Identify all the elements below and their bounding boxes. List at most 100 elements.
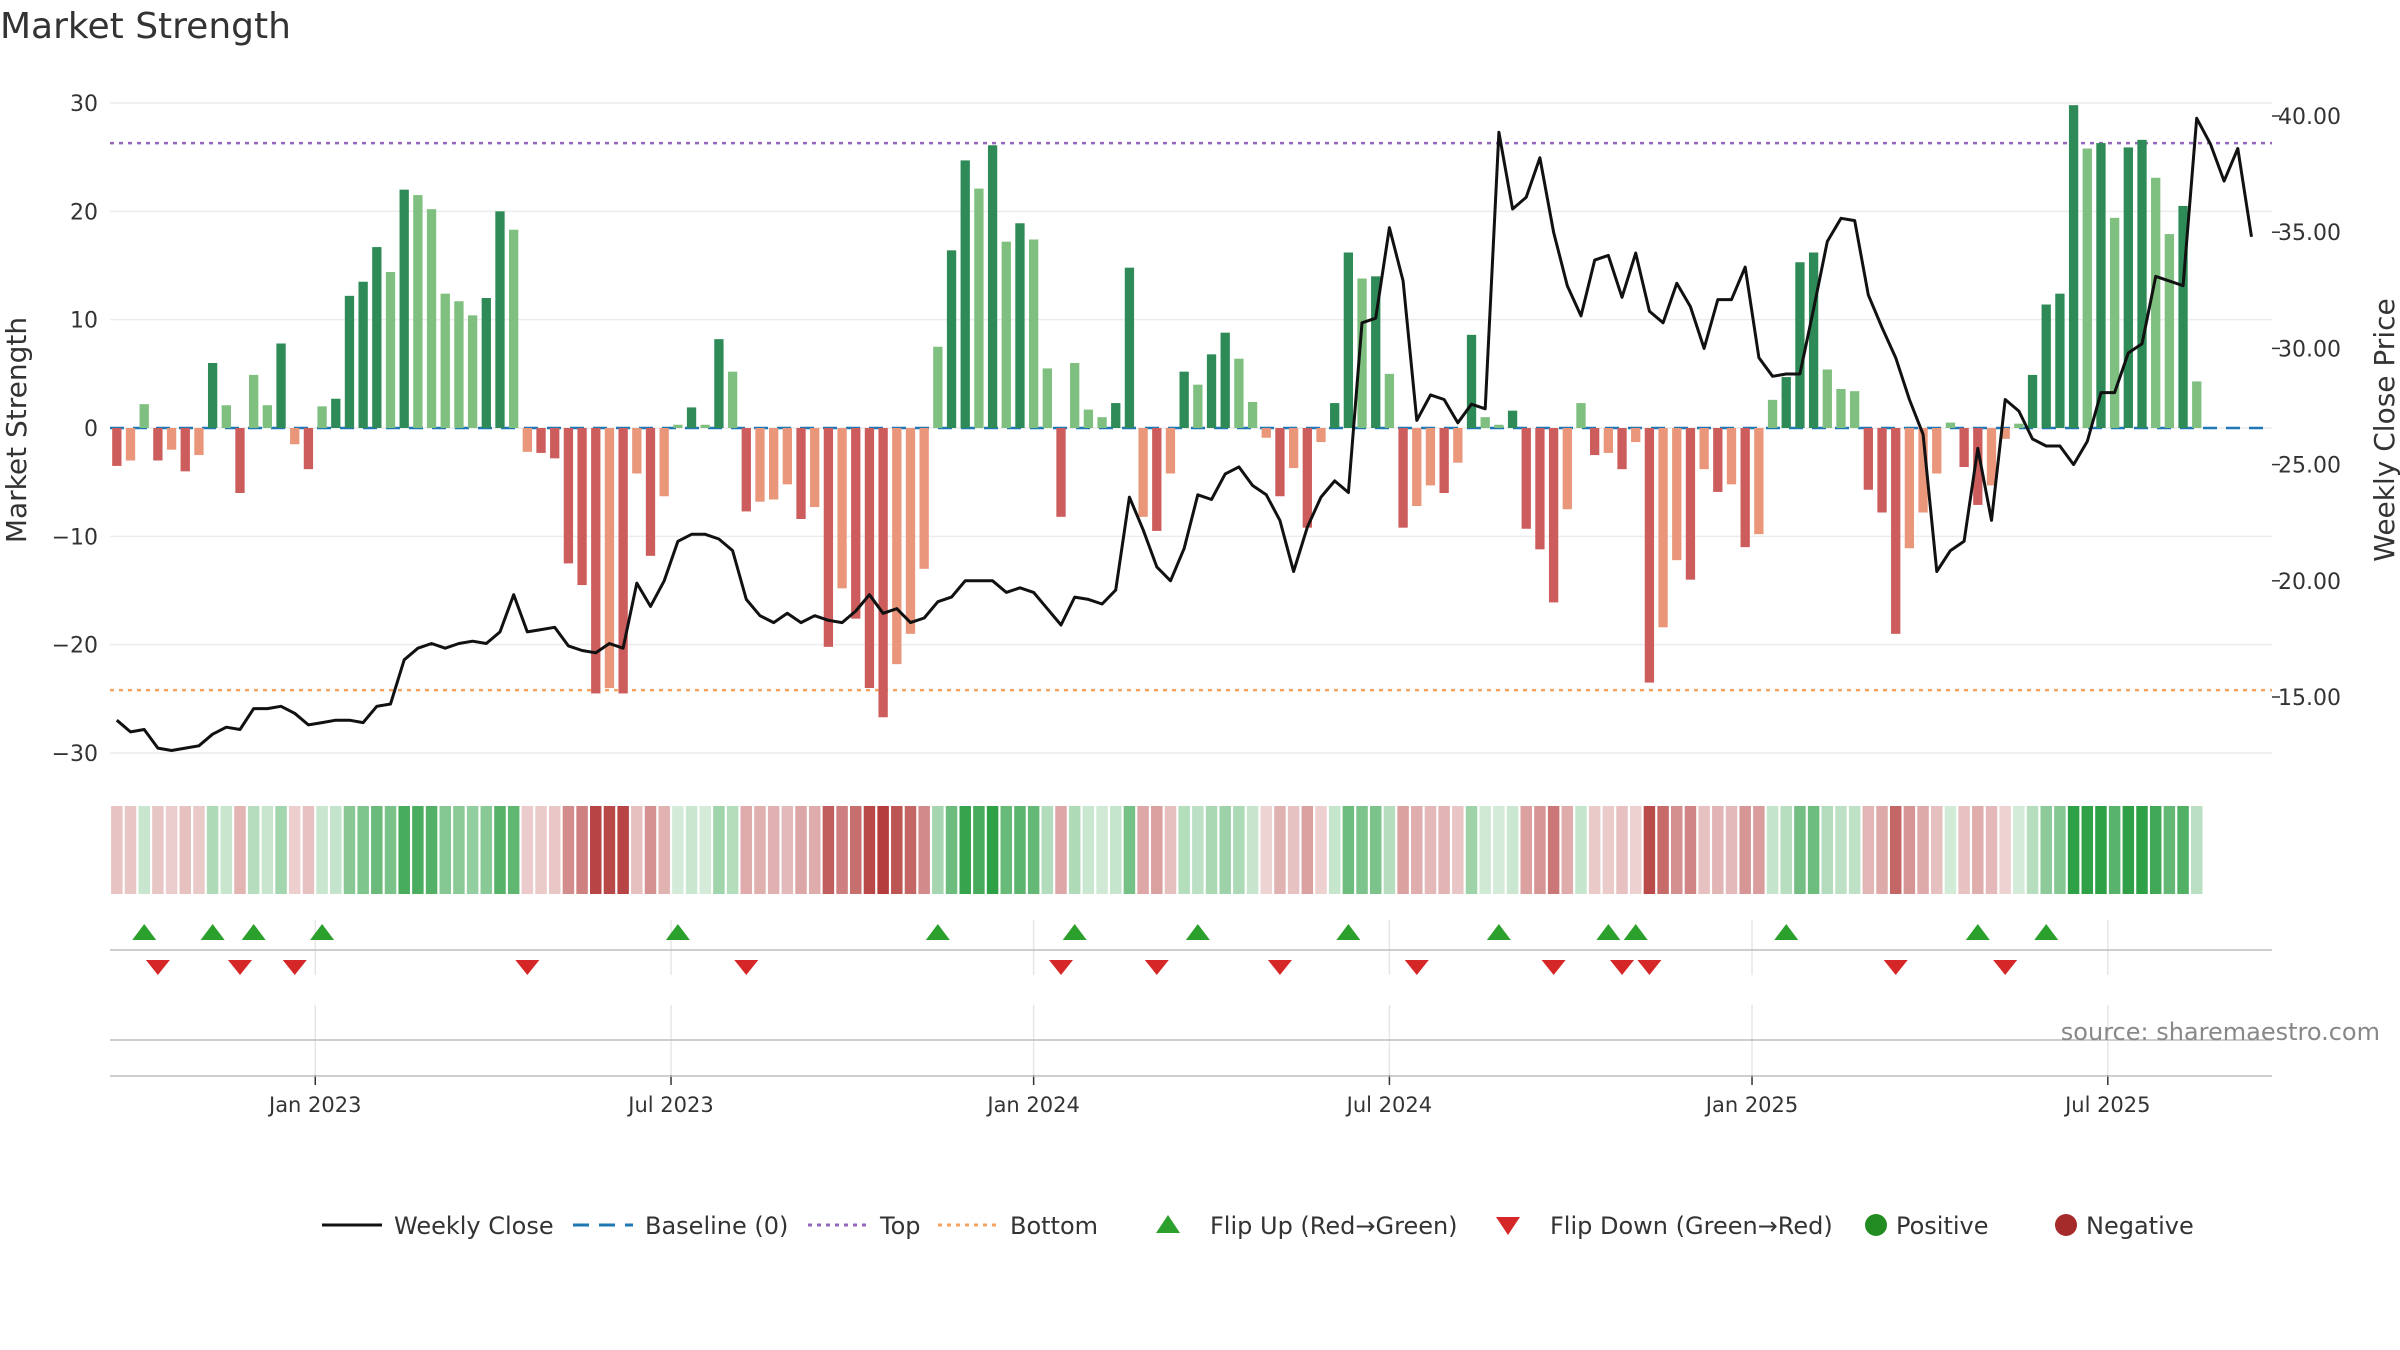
strength-bar <box>1138 428 1148 517</box>
flip-up-marker <box>1185 924 1210 940</box>
strength-bar <box>372 247 382 428</box>
heat-cell <box>507 806 520 894</box>
strength-bar <box>2000 428 2010 439</box>
strength-bar <box>1631 428 1641 443</box>
heat-cell <box>439 806 451 894</box>
heat-cell <box>371 806 383 894</box>
strength-bar <box>1288 428 1299 469</box>
heat-cell <box>1917 806 1929 894</box>
strength-bar <box>1330 403 1340 428</box>
heat-cell <box>822 806 835 894</box>
heat-cell <box>2108 806 2121 894</box>
strength-bar <box>591 428 601 694</box>
strength-bar <box>426 209 437 428</box>
legend-item: Top <box>808 1212 921 1240</box>
heat-cell <box>603 806 616 894</box>
strength-bar <box>303 428 314 470</box>
heat-cell <box>1192 806 1204 894</box>
heat-cell <box>152 806 164 894</box>
flip-up-marker <box>1486 924 1511 940</box>
strength-bar <box>1042 368 1052 428</box>
legend-item: Weekly Close <box>322 1212 554 1240</box>
heat-cell <box>1506 806 1519 894</box>
flip-down-marker <box>1637 960 1662 975</box>
heat-cell <box>2040 806 2052 894</box>
strength-bar <box>768 428 779 500</box>
heat-cell <box>1602 806 1615 894</box>
strength-bar <box>659 428 669 497</box>
heat-cell <box>1698 806 1710 894</box>
heat-cell <box>480 806 493 894</box>
strength-bar <box>1713 428 1723 492</box>
legend: Weekly Close Baseline (0) Top Bottom Flip Up… <box>322 1212 2194 1240</box>
heat-cell <box>1848 806 1861 894</box>
flip-up-marker <box>241 924 266 940</box>
strength-bar <box>1302 428 1312 528</box>
strength-bar <box>2123 147 2133 428</box>
heat-cell <box>2067 806 2080 894</box>
left-tick-label: −20 <box>52 634 98 659</box>
strength-bar <box>1015 223 1025 428</box>
flip-down-marker <box>1267 960 1292 975</box>
strength-bar <box>1672 428 1682 561</box>
strength-bar <box>1767 399 1778 428</box>
heat-cell <box>1452 806 1464 894</box>
strength-bar <box>563 428 574 564</box>
strength-bar <box>1371 276 1381 428</box>
strength-bar <box>892 428 902 665</box>
heat-cell <box>904 806 917 894</box>
strength-bar <box>741 428 751 512</box>
strength-bar <box>1056 428 1066 517</box>
flip-down-marker <box>1144 960 1169 975</box>
heat-cell <box>1561 806 1574 894</box>
source-credit: source: sharemaestro.com <box>2061 1018 2380 1046</box>
heat-cell <box>2163 806 2176 894</box>
heat-cell <box>1780 806 1792 894</box>
strength-bar <box>1562 428 1572 510</box>
heat-cell <box>1000 806 1013 894</box>
strength-bar <box>1466 334 1477 428</box>
heat-cell <box>425 806 438 894</box>
flip-up-marker <box>1062 924 1087 940</box>
strength-bar <box>645 428 656 556</box>
heat-cell <box>1520 806 1532 894</box>
strength-bar <box>1111 403 1121 428</box>
heat-cell <box>1903 806 1916 894</box>
strength-bar <box>1412 428 1422 506</box>
heat-cell <box>2095 806 2107 894</box>
heat-cell <box>2013 806 2025 894</box>
heat-cell <box>945 806 958 894</box>
heat-cell <box>767 806 780 894</box>
strength-bar <box>509 229 519 428</box>
left-tick-label: −30 <box>52 742 98 767</box>
heat-cell <box>562 806 575 894</box>
flip-down-marker <box>1541 960 1566 975</box>
heat-cell <box>1397 806 1409 894</box>
heat-cell <box>330 806 342 894</box>
strength-bar <box>878 428 888 718</box>
flip-down-marker <box>515 960 540 975</box>
heat-cell <box>1889 806 1902 894</box>
strength-bar <box>1781 377 1791 428</box>
x-tick-label: Jul 2023 <box>626 1093 713 1117</box>
strength-bar <box>207 363 218 428</box>
right-tick-label: 40.00 <box>2278 105 2341 130</box>
heat-cell <box>1835 806 1847 894</box>
heat-cell <box>1876 806 1888 894</box>
heat-cell <box>1671 806 1683 894</box>
flip-up-marker <box>1965 924 1990 940</box>
legend-label: Baseline (0) <box>645 1212 788 1240</box>
heat-cell <box>206 806 219 894</box>
strength-bar <box>413 195 423 428</box>
strength-bar <box>905 428 916 634</box>
heat-cell <box>1958 806 1970 894</box>
strength-bar <box>1124 267 1135 428</box>
heat-cell <box>1342 806 1355 894</box>
strength-bar <box>1179 371 1189 428</box>
heat-cell <box>1684 806 1697 894</box>
strength-bar <box>2137 139 2147 429</box>
heat-cell <box>521 806 534 894</box>
heat-cell <box>1712 806 1724 894</box>
heat-cell <box>1315 806 1327 894</box>
strength-bar <box>1439 428 1449 493</box>
